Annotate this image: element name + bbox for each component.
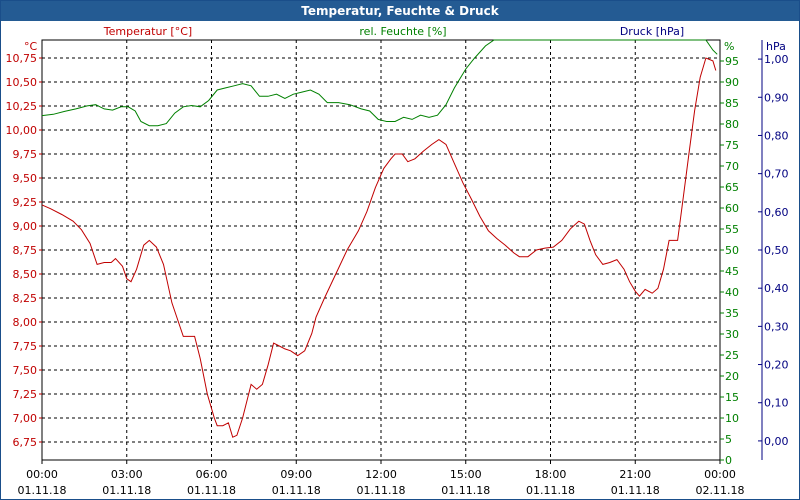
x-tick-label-date: 01.11.18 (187, 484, 236, 497)
temperature-tick-label: 7,75 (13, 340, 38, 353)
pressure-tick-label: 1,00 (764, 53, 789, 66)
humidity-tick-label: 60 (725, 202, 739, 215)
temperature-tick-label: 6,75 (13, 436, 38, 449)
x-tick-label-time: 00:00 (704, 468, 736, 481)
temperature-tick-label: 8,00 (13, 316, 38, 329)
x-tick-label-time: 00:00 (26, 468, 58, 481)
x-tick-label-time: 03:00 (111, 468, 143, 481)
series-lines (41, 39, 718, 438)
x-tick-label-time: 09:00 (280, 468, 312, 481)
temperature-tick-label: 7,25 (13, 388, 38, 401)
x-tick-label-time: 15:00 (450, 468, 482, 481)
humidity-tick-label: 95 (725, 55, 739, 68)
temperature-tick-label: 8,50 (13, 268, 38, 281)
temperature-tick-label: 8,75 (13, 244, 38, 257)
humidity-tick-label: 5 (725, 433, 732, 446)
temperature-series-line (41, 57, 717, 438)
humidity-tick-label: 30 (725, 328, 739, 341)
humidity-tick-label: 15 (725, 391, 739, 404)
x-tick-label-date: 01.11.18 (526, 484, 575, 497)
pressure-tick-label: 0,70 (764, 168, 789, 181)
x-tick-label-date: 01.11.18 (441, 484, 490, 497)
humidity-tick-label: 10 (725, 412, 739, 425)
humidity-tick-label: 90 (725, 76, 739, 89)
temperature-tick-label: 10,25 (6, 100, 38, 113)
pressure-tick-label: 0,30 (764, 320, 789, 333)
pressure-tick-label: 0,60 (764, 206, 789, 219)
grid (42, 40, 720, 460)
axes (39, 39, 763, 464)
humidity-tick-label: 55 (725, 223, 739, 236)
humidity-tick-label: 75 (725, 139, 739, 152)
humidity-tick-label: 65 (725, 181, 739, 194)
x-tick-label-time: 18:00 (535, 468, 567, 481)
pressure-tick-label: 0,90 (764, 91, 789, 104)
temperature-axis-unit: °C (24, 40, 38, 53)
pressure-tick-label: 0,20 (764, 359, 789, 372)
x-tick-label-time: 12:00 (365, 468, 397, 481)
humidity-tick-label: 35 (725, 307, 739, 320)
humidity-tick-label: 0 (725, 454, 732, 467)
humidity-tick-label: 20 (725, 370, 739, 383)
temperature-tick-label: 10,50 (6, 76, 38, 89)
temperature-tick-label: 7,00 (13, 412, 38, 425)
chart-title: Temperatur, Feuchte & Druck (1, 1, 799, 21)
pressure-tick-label: 0,00 (764, 435, 789, 448)
humidity-tick-label: 85 (725, 97, 739, 110)
humidity-series-line (41, 39, 718, 127)
humidity-tick-label: 40 (725, 286, 739, 299)
pressure-axis-label: Druck [hPa] (620, 25, 684, 38)
pressure-axis-unit: hPa (766, 40, 786, 53)
humidity-tick-label: 50 (725, 244, 739, 257)
humidity-tick-label: 80 (725, 118, 739, 131)
temperature-tick-label: 10,75 (6, 52, 38, 65)
temperature-tick-label: 8,25 (13, 292, 38, 305)
humidity-tick-label: 70 (725, 160, 739, 173)
pressure-tick-label: 0,50 (764, 244, 789, 257)
axis-labels: 00:00 01.11.18 03:00 01.11.18 06:00 01.11.18 0… (6, 25, 789, 497)
humidity-tick-label: 25 (725, 349, 739, 362)
x-tick-label-date: 01.11.18 (272, 484, 321, 497)
x-tick-label-time: 06:00 (196, 468, 228, 481)
pressure-tick-label: 0,40 (764, 282, 789, 295)
pressure-tick-label: 0,10 (764, 397, 789, 410)
temperature-tick-label: 9,50 (13, 172, 38, 185)
temperature-tick-label: 10,00 (6, 124, 38, 137)
temperature-tick-label: 9,75 (13, 148, 38, 161)
x-tick-label-date: 02.11.18 (696, 484, 745, 497)
temperature-tick-label: 9,25 (13, 196, 38, 209)
x-tick-label-time: 21:00 (619, 468, 651, 481)
x-tick-label-date: 01.11.18 (357, 484, 406, 497)
temperature-axis-label: Temperatur [°C] (103, 25, 192, 38)
x-tick-label-date: 01.11.18 (102, 484, 151, 497)
humidity-tick-label: 45 (725, 265, 739, 278)
pressure-tick-label: 0,80 (764, 129, 789, 142)
temperature-tick-label: 7,50 (13, 364, 38, 377)
temperature-tick-label: 9,00 (13, 220, 38, 233)
humidity-axis-label: rel. Feuchte [%] (359, 25, 446, 38)
humidity-axis-unit: % (724, 40, 734, 53)
x-tick-label-date: 01.11.18 (18, 484, 67, 497)
x-tick-label-date: 01.11.18 (611, 484, 660, 497)
